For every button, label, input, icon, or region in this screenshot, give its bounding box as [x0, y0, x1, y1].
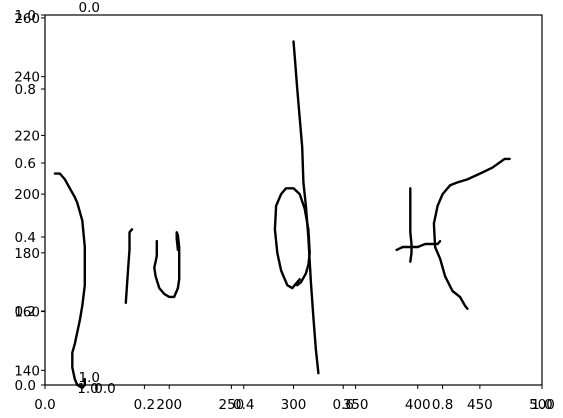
x-tick-label: 1.0 — [531, 397, 552, 413]
stroke-line — [53, 172, 86, 390]
x-tick-label: 0.2 — [134, 397, 155, 413]
stroke-line — [273, 187, 311, 290]
x-tick-label: 0.8 — [432, 397, 453, 413]
stroke-line — [432, 157, 511, 310]
stroke-line — [292, 40, 320, 375]
y-tick-label: 260 — [14, 11, 40, 27]
y-tick-label: 1.0 — [15, 8, 36, 24]
series-layer — [53, 40, 511, 390]
y-tick-label: 220 — [14, 128, 40, 144]
x-tick-label: 1.0 — [77, 381, 98, 397]
y-tick-label: 0.0 — [15, 378, 36, 394]
stroke-line — [395, 239, 442, 252]
y-tick-label: 0.6 — [15, 156, 36, 172]
y-tick-label: 0.2 — [15, 304, 36, 320]
y-tick-label: 200 — [14, 187, 40, 203]
y-tick-label: 1.0 — [79, 370, 100, 386]
y-tick-label: 160 — [14, 305, 40, 321]
y-tick-label: 0.4 — [15, 230, 36, 246]
x-tick-label: 300 — [281, 397, 307, 413]
y-tick-label: 240 — [14, 70, 40, 86]
x-tick-label: 400 — [405, 397, 431, 413]
x-tick-label: 350 — [343, 397, 369, 413]
y-tick-label: 180 — [14, 246, 40, 262]
ticks-layer — [41, 14, 543, 389]
x-tick-label: 200 — [156, 397, 182, 413]
y-tick-label: 0.8 — [15, 82, 36, 98]
tick-labels: 200 250 300 350 400 450 500 140 160 180 200 220 240 2… — [14, 0, 555, 413]
x-tick-label: 250 — [218, 397, 244, 413]
stroke-line — [409, 187, 413, 263]
y-tick-label: 0.0 — [79, 0, 100, 16]
x-tick-label: 500 — [529, 397, 555, 413]
plot-frame — [44, 14, 543, 386]
x-tick-label: 0.0 — [34, 397, 55, 413]
y-tick-label: 140 — [14, 363, 40, 379]
stroke-line — [153, 231, 181, 299]
x-tick-label: 0.6 — [332, 397, 353, 413]
x-tick-label: 0.0 — [94, 381, 115, 397]
x-tick-label: 0.4 — [233, 397, 254, 413]
stroke-line — [124, 228, 134, 304]
x-tick-label: 450 — [467, 397, 493, 413]
